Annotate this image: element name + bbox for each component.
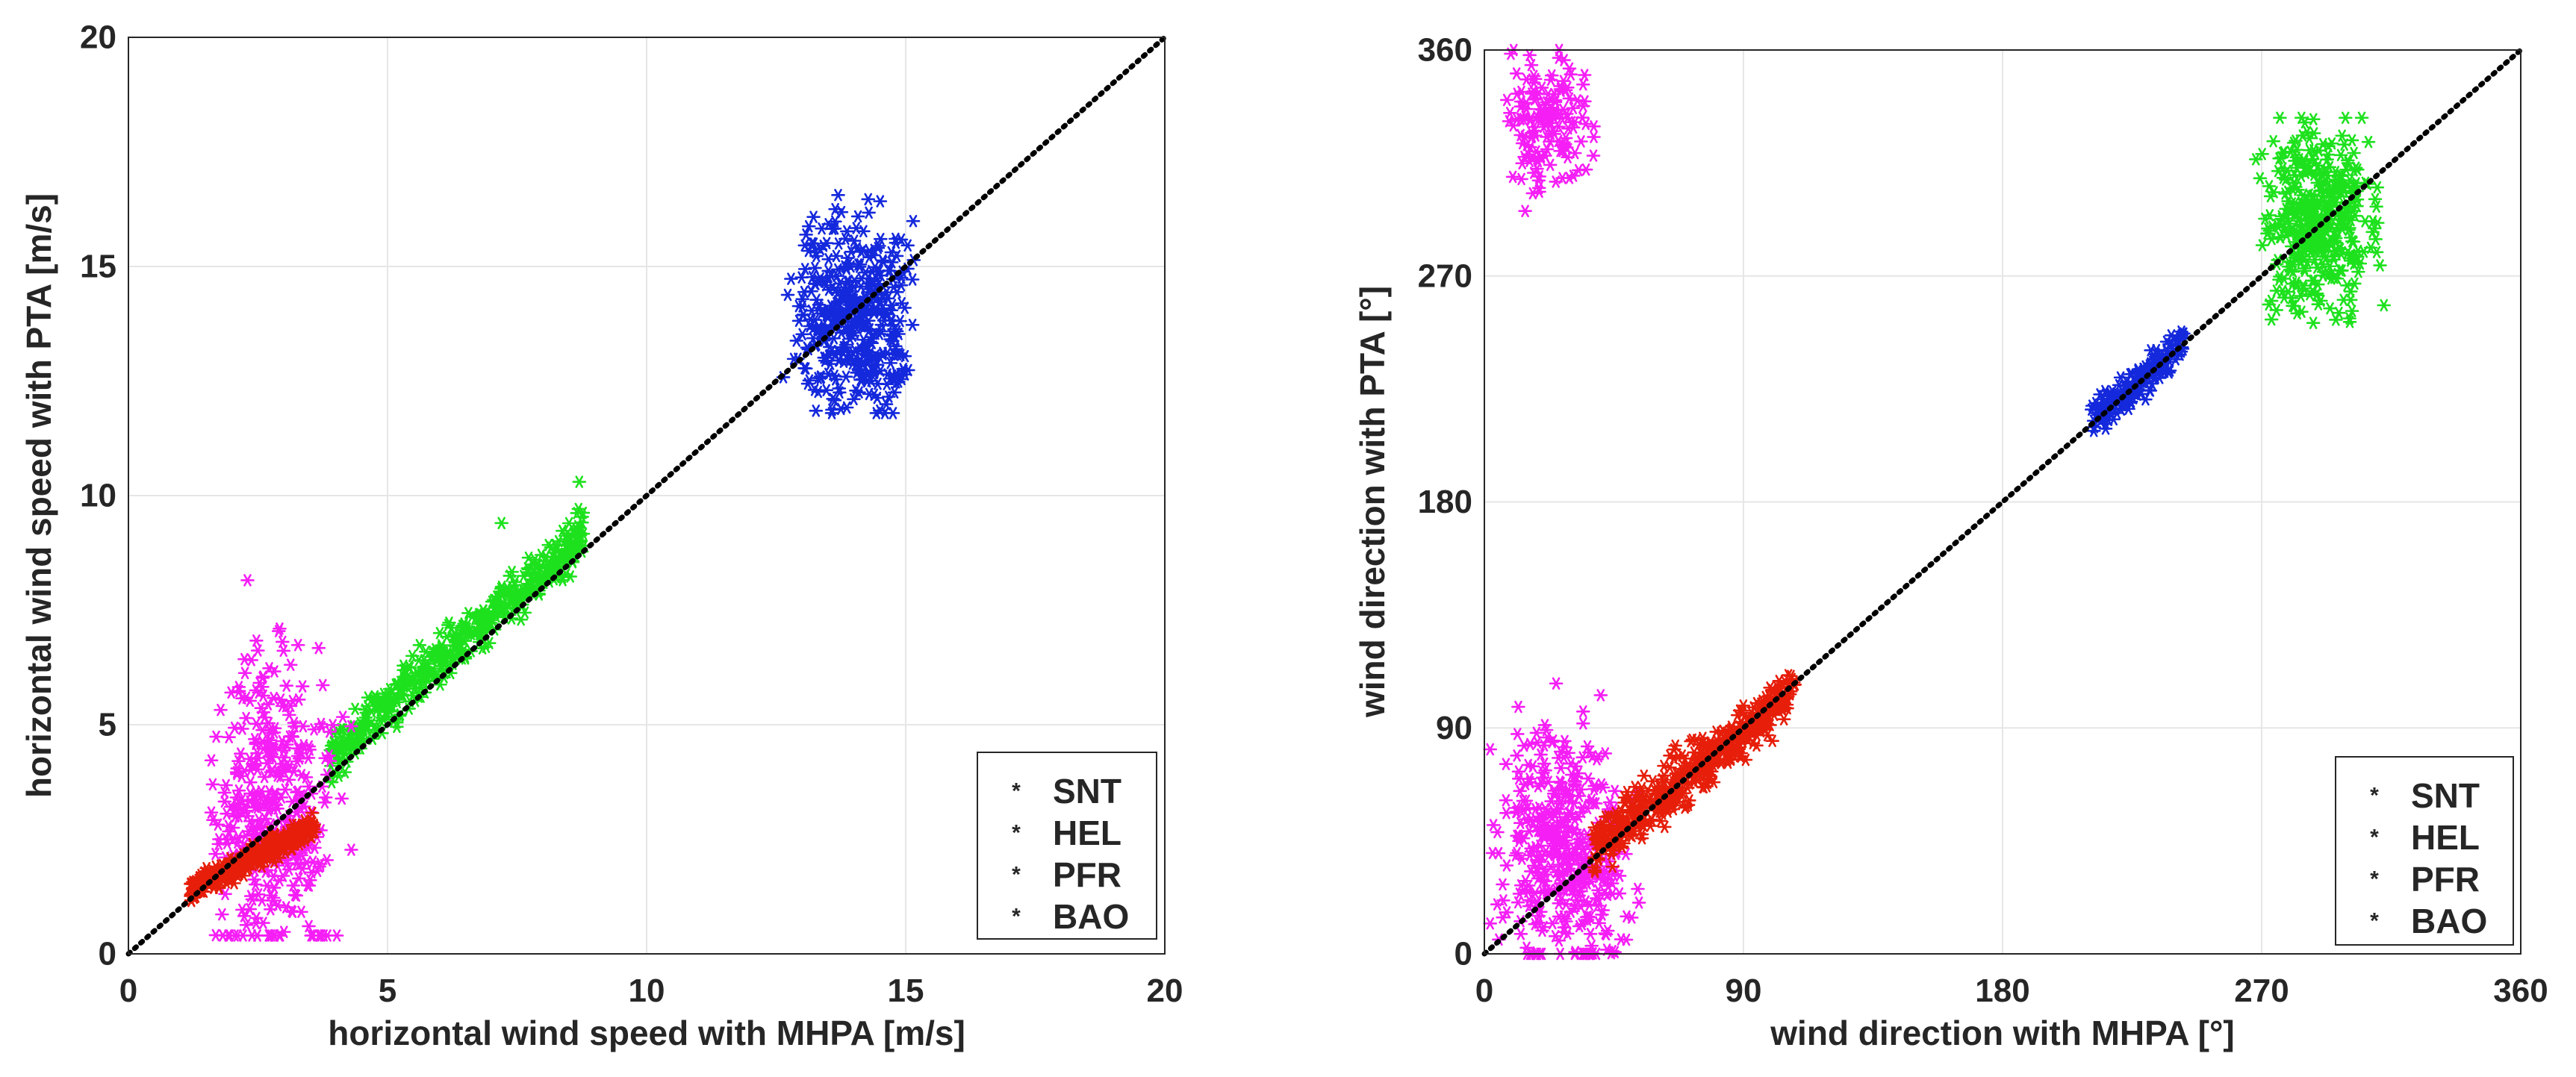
legend-label-bao: BAO bbox=[2411, 902, 2487, 940]
x-tick-label: 0 bbox=[119, 973, 137, 1009]
legend-label-hel: HEL bbox=[2411, 818, 2480, 857]
y-tick-label: 270 bbox=[1418, 257, 1472, 294]
wind-speed-panel: 0 5 10 15 20 0 5 10 15 20 horizontal wind speed w… bbox=[19, 19, 1183, 1053]
data-point-snt bbox=[452, 633, 467, 646]
y-tick-label: 0 bbox=[99, 936, 116, 973]
data-point-snt bbox=[396, 680, 411, 693]
legend-marker-pfr: * bbox=[2370, 867, 2379, 892]
data-point-snt bbox=[534, 549, 549, 561]
data-point-hel bbox=[784, 272, 798, 285]
y-tick-label: 0 bbox=[1455, 936, 1472, 973]
data-point-snt bbox=[487, 593, 501, 607]
data-point-snt bbox=[461, 628, 476, 640]
data-point-hel bbox=[819, 384, 834, 397]
legend-label-snt: SNT bbox=[2411, 776, 2480, 815]
data-point-snt bbox=[412, 639, 427, 652]
y-tick-label: 20 bbox=[80, 19, 116, 56]
x-tick-label: 20 bbox=[1147, 973, 1183, 1009]
data-point-snt bbox=[505, 565, 519, 578]
x-tick-label: 15 bbox=[888, 973, 924, 1009]
data-point-snt bbox=[541, 538, 556, 552]
data-point-hel bbox=[861, 193, 876, 206]
legend-marker-hel: * bbox=[1012, 821, 1021, 846]
data-point-snt bbox=[389, 693, 404, 706]
legend-marker-snt: * bbox=[1012, 779, 1021, 804]
legend-marker-pfr: * bbox=[1012, 863, 1021, 887]
x-axis-label: horizontal wind speed with MHPA [m/s] bbox=[328, 1014, 965, 1052]
data-point-snt bbox=[406, 675, 421, 689]
data-point-snt bbox=[500, 581, 514, 594]
legend-label-pfr: PFR bbox=[2411, 860, 2480, 899]
data-point-snt bbox=[494, 516, 508, 530]
wind-direction-panel: 0 90 180 270 360 0 90 180 270 360 wind direction … bbox=[1353, 32, 2548, 1053]
data-point-snt bbox=[434, 659, 449, 672]
legend-label-snt: SNT bbox=[1053, 772, 1121, 811]
x-tick-label: 5 bbox=[379, 973, 396, 1009]
legend-marker-bao: * bbox=[1012, 905, 1021, 929]
data-point-snt bbox=[348, 702, 362, 716]
data-point-snt bbox=[398, 664, 413, 676]
y-tick-label: 5 bbox=[99, 707, 116, 743]
legend-marker-snt: * bbox=[2370, 784, 2379, 808]
y-tick-label: 90 bbox=[1436, 710, 1472, 746]
y-tick-label: 180 bbox=[1418, 484, 1472, 520]
data-point-hel bbox=[847, 234, 862, 247]
data-point-hel bbox=[862, 206, 876, 219]
data-point-snt bbox=[533, 561, 547, 574]
data-point-snt bbox=[572, 475, 587, 488]
data-point-snt bbox=[482, 616, 497, 629]
x-tick-label: 10 bbox=[629, 973, 665, 1009]
x-tick-label: 90 bbox=[1726, 973, 1762, 1009]
data-point-snt bbox=[576, 506, 591, 519]
legend-label-bao: BAO bbox=[1053, 897, 1129, 936]
x-tick-label: 0 bbox=[1475, 973, 1493, 1009]
data-point-snt bbox=[534, 572, 549, 585]
data-point-snt bbox=[370, 699, 385, 712]
data-point-snt bbox=[343, 743, 358, 757]
data-point-snt bbox=[457, 617, 472, 630]
data-point-snt bbox=[521, 563, 536, 576]
data-point-snt bbox=[473, 608, 488, 622]
y-tick-label: 15 bbox=[80, 249, 116, 285]
data-point-snt bbox=[424, 654, 439, 667]
data-point-hel bbox=[819, 237, 834, 249]
y-tick-label: 360 bbox=[1418, 32, 1472, 69]
data-point-hel bbox=[789, 334, 804, 347]
data-point-snt bbox=[411, 654, 426, 667]
data-point-snt bbox=[373, 714, 388, 727]
legend-label-hel: HEL bbox=[1053, 814, 1121, 852]
data-point-snt bbox=[561, 516, 576, 530]
legend-marker-bao: * bbox=[2370, 909, 2379, 934]
x-tick-label: 270 bbox=[2234, 973, 2289, 1009]
data-point-snt bbox=[367, 690, 382, 703]
y-axis-label: horizontal wind speed with PTA [m/s] bbox=[19, 193, 58, 798]
y-tick-label: 10 bbox=[80, 478, 116, 514]
data-point-snt bbox=[441, 619, 455, 631]
data-point-hel bbox=[797, 263, 812, 275]
legend-label-pfr: PFR bbox=[1053, 855, 1121, 894]
legend: * SNT * HEL * PFR * BAO bbox=[2335, 756, 2514, 946]
data-point-hel bbox=[884, 246, 899, 259]
data-point-snt bbox=[376, 687, 391, 700]
data-point-snt bbox=[521, 551, 536, 564]
x-tick-label: 180 bbox=[1975, 973, 2029, 1009]
data-point-snt bbox=[359, 719, 373, 732]
legend-marker-hel: * bbox=[2370, 825, 2379, 850]
x-axis-label: wind direction with MHPA [°] bbox=[1770, 1014, 2234, 1052]
data-point-snt bbox=[510, 587, 524, 600]
x-tick-label: 360 bbox=[2493, 973, 2548, 1009]
data-point-hel bbox=[873, 195, 888, 207]
data-point-snt bbox=[346, 735, 360, 749]
data-point-hel bbox=[849, 222, 864, 234]
data-point-snt bbox=[570, 519, 585, 533]
data-point-hel bbox=[905, 319, 920, 331]
data-point-snt bbox=[546, 551, 561, 564]
data-point-snt bbox=[333, 740, 347, 754]
data-point-snt bbox=[514, 613, 528, 626]
legend: * SNT * HEL * PFR * BAO bbox=[977, 752, 1157, 940]
data-point-hel bbox=[906, 214, 921, 228]
data-point-snt bbox=[440, 630, 454, 643]
y-axis-label: wind direction with PTA [°] bbox=[1353, 286, 1392, 718]
